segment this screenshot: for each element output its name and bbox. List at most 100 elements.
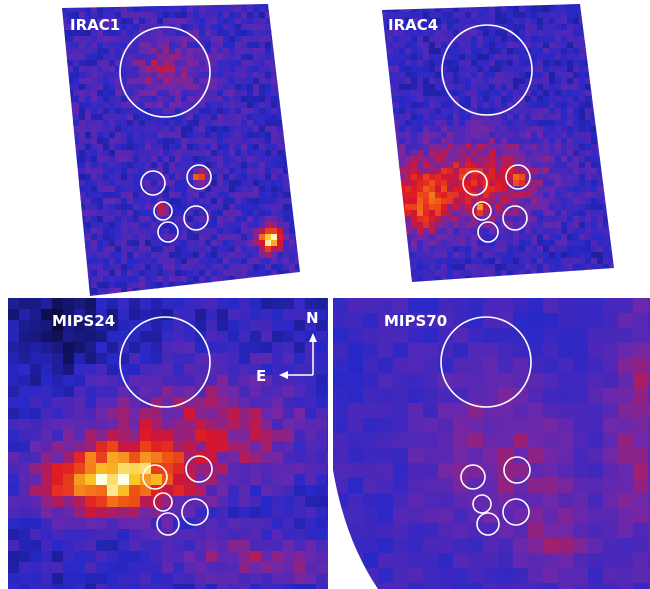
pixel: [63, 518, 75, 530]
pixel: [423, 234, 430, 241]
pixel: [417, 180, 424, 187]
pixel: [399, 126, 406, 133]
pixel: [151, 246, 158, 253]
pixel: [399, 240, 406, 247]
pixel: [435, 48, 442, 55]
pixel: [585, 126, 592, 133]
pixel: [531, 48, 538, 55]
pixel: [393, 174, 400, 181]
pixel: [561, 192, 568, 199]
pixel: [133, 114, 140, 121]
pixel: [294, 573, 306, 585]
pixel: [211, 252, 218, 259]
pixel: [169, 252, 176, 259]
pixel: [591, 0, 598, 7]
pixel: [513, 12, 520, 19]
pixel: [519, 150, 526, 157]
pixel: [579, 0, 586, 7]
pixel: [483, 150, 490, 157]
pixel: [151, 353, 163, 365]
pixel: [173, 584, 185, 589]
pixel: [441, 168, 448, 175]
pixel: [603, 138, 610, 145]
pixel: [41, 540, 53, 552]
pixel: [429, 144, 436, 151]
pixel: [316, 529, 328, 541]
pixel: [115, 288, 122, 295]
pixel: [567, 84, 574, 91]
pixel: [519, 180, 526, 187]
pixel: [375, 132, 382, 139]
pixel: [239, 386, 251, 398]
pixel: [73, 96, 80, 103]
pixel: [211, 78, 218, 85]
pixel: [423, 102, 430, 109]
pixel: [501, 72, 508, 79]
pixel: [79, 282, 86, 289]
pixel: [471, 30, 478, 37]
pixel: [193, 48, 200, 55]
pixel: [235, 240, 242, 247]
pixel: [211, 30, 218, 37]
pixel: [411, 258, 418, 265]
pixel: [250, 397, 262, 409]
pixel: [316, 507, 328, 519]
pixel: [163, 228, 170, 235]
pixel: [127, 174, 134, 181]
pixel: [555, 0, 562, 7]
pixel: [549, 114, 556, 121]
pixel: [531, 252, 538, 259]
pixel: [519, 234, 526, 241]
pixel: [74, 364, 86, 376]
pixel: [217, 0, 224, 7]
pixel: [247, 36, 254, 43]
pixel: [561, 270, 568, 277]
pixel: [151, 30, 158, 37]
pixel: [381, 144, 388, 151]
pixel: [139, 240, 146, 247]
pixel: [195, 562, 207, 574]
pixel: [423, 96, 430, 103]
pixel: [169, 108, 176, 115]
pixel: [555, 18, 562, 25]
pixel: [157, 138, 164, 145]
pixel: [211, 24, 218, 31]
pixel: [228, 430, 240, 442]
pixel: [381, 54, 388, 61]
pixel: [585, 102, 592, 109]
pixel: [501, 126, 508, 133]
pixel: [348, 328, 364, 344]
pixel: [253, 210, 260, 217]
pixel: [501, 234, 508, 241]
image-montage: IRAC1 IRAC4 MIPS24 MIPS70 N E: [0, 0, 650, 589]
pixel: [118, 419, 130, 431]
pixel: [181, 66, 188, 73]
pixel: [52, 353, 64, 365]
pixel: [169, 84, 176, 91]
pixel: [429, 132, 436, 139]
pixel: [241, 180, 248, 187]
pixel: [283, 419, 295, 431]
pixel: [173, 298, 185, 310]
pixel: [507, 264, 514, 271]
pixel: [289, 108, 296, 115]
pixel: [175, 66, 182, 73]
pixel: [199, 30, 206, 37]
pixel: [537, 108, 544, 115]
pixel: [561, 48, 568, 55]
pixel: [597, 270, 604, 277]
pixel: [507, 96, 514, 103]
pixel: [217, 518, 229, 530]
pixel: [169, 0, 176, 7]
pixel: [175, 204, 182, 211]
pixel: [507, 252, 514, 259]
pixel: [477, 210, 484, 217]
pixel: [127, 120, 134, 127]
pixel: [173, 551, 185, 563]
pixel: [139, 12, 146, 19]
pixel: [579, 222, 586, 229]
pixel: [217, 186, 224, 193]
pixel: [441, 270, 448, 277]
pixel: [63, 386, 75, 398]
pixel: [145, 276, 152, 283]
